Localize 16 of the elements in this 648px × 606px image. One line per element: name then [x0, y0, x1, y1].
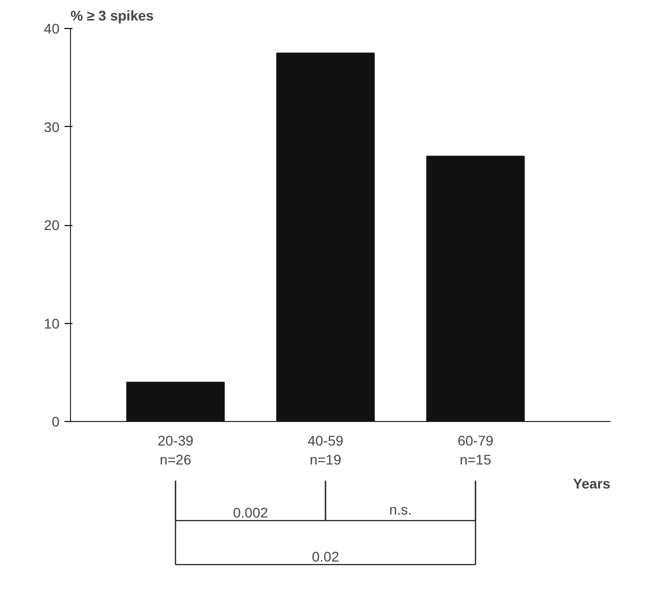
y-tick-label: 20	[44, 217, 60, 233]
x-tick-label: 40-59 n=19	[308, 432, 344, 468]
x-axis-title: Years	[573, 476, 611, 492]
chart-title: % ≥ 3 spikes	[70, 8, 154, 24]
text: n.s.	[389, 502, 412, 518]
bar	[276, 52, 375, 422]
y-tick-label: 40	[44, 20, 60, 36]
bar	[426, 156, 525, 422]
text: 0.02	[312, 548, 340, 565]
y-tick-label: 10	[44, 315, 60, 332]
x-tick-label: 20-39 n=26	[158, 432, 194, 468]
y-tick-label: 0	[52, 414, 60, 430]
x-tick-label: 60-79 n=15	[458, 432, 494, 468]
y-tick-label: 30	[44, 118, 60, 135]
bar	[126, 382, 225, 422]
text: 0.002	[232, 504, 268, 521]
